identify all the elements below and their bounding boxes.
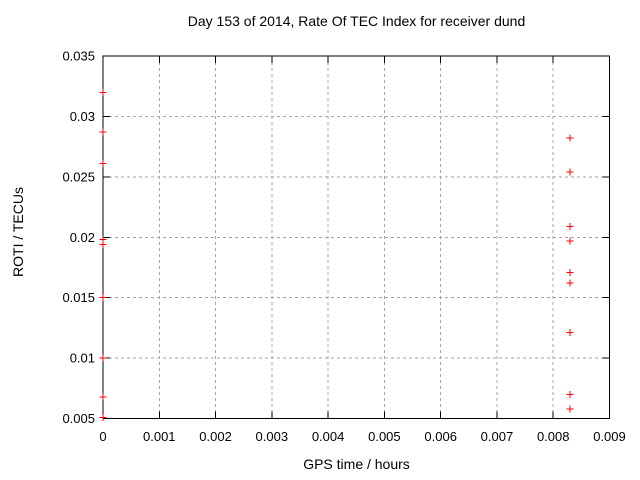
x-tick-label: 0.004 bbox=[312, 429, 345, 444]
x-tick-label: 0.002 bbox=[199, 429, 232, 444]
y-tick-label: 0.03 bbox=[70, 109, 95, 124]
chart-title: Day 153 of 2014, Rate Of TEC Index for r… bbox=[187, 13, 526, 29]
y-tick-label: 0.01 bbox=[70, 351, 95, 366]
x-tick-label: 0 bbox=[99, 429, 106, 444]
x-tick-label: 0.006 bbox=[424, 429, 457, 444]
x-tick-label: 0.008 bbox=[537, 429, 570, 444]
y-tick-label: 0.005 bbox=[62, 411, 95, 426]
x-tick-label: 0.007 bbox=[481, 429, 514, 444]
x-axis-label: GPS time / hours bbox=[303, 456, 410, 472]
y-tick-label: 0.015 bbox=[62, 290, 95, 305]
y-tick-label: 0.02 bbox=[70, 230, 95, 245]
y-tick-label: 0.035 bbox=[62, 49, 95, 64]
x-tick-label: 0.003 bbox=[256, 429, 289, 444]
x-tick-label: 0.001 bbox=[143, 429, 176, 444]
x-tick-label: 0.005 bbox=[368, 429, 401, 444]
y-tick-label: 0.025 bbox=[62, 169, 95, 184]
x-tick-label: 0.009 bbox=[593, 429, 626, 444]
